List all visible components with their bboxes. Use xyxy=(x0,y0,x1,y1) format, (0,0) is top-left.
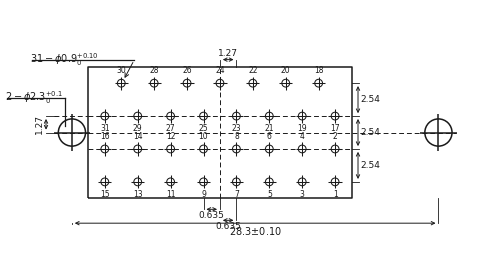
Text: 14: 14 xyxy=(133,132,142,141)
Text: 22: 22 xyxy=(248,66,258,75)
Text: 20: 20 xyxy=(281,66,290,75)
Text: 1.27: 1.27 xyxy=(218,49,238,58)
Text: 4: 4 xyxy=(300,132,304,141)
Text: 0.635: 0.635 xyxy=(199,211,224,220)
Text: 30: 30 xyxy=(116,66,126,75)
Text: 26: 26 xyxy=(182,66,192,75)
Text: $31-\phi0.9^{+0.10}_{0}$: $31-\phi0.9^{+0.10}_{0}$ xyxy=(30,51,100,68)
Text: 28: 28 xyxy=(150,66,159,75)
Text: 3: 3 xyxy=(300,190,304,199)
Text: 10: 10 xyxy=(198,132,208,141)
Text: 24: 24 xyxy=(215,66,225,75)
Text: 5: 5 xyxy=(267,190,272,199)
Text: 25: 25 xyxy=(198,124,208,133)
Text: 2.54: 2.54 xyxy=(360,95,380,104)
Text: 16: 16 xyxy=(100,132,110,141)
Text: 9: 9 xyxy=(201,190,206,199)
Text: 21: 21 xyxy=(264,124,274,133)
Text: 28.3$\pm$0.10: 28.3$\pm$0.10 xyxy=(228,225,281,237)
Text: 8: 8 xyxy=(234,132,239,141)
Text: 15: 15 xyxy=(100,190,110,199)
Text: 13: 13 xyxy=(133,190,142,199)
Text: 27: 27 xyxy=(166,124,175,133)
Text: 6: 6 xyxy=(267,132,272,141)
Text: 17: 17 xyxy=(330,124,340,133)
Text: $2-\phi2.3^{+0.1}_{0}$: $2-\phi2.3^{+0.1}_{0}$ xyxy=(4,89,62,106)
Text: 23: 23 xyxy=(232,124,241,133)
Text: 2.54: 2.54 xyxy=(360,128,380,137)
Text: 31: 31 xyxy=(100,124,110,133)
Text: 2: 2 xyxy=(332,132,338,141)
Text: 7: 7 xyxy=(234,190,239,199)
Text: 1: 1 xyxy=(332,190,338,199)
Text: 2.54: 2.54 xyxy=(360,161,380,170)
Text: 18: 18 xyxy=(314,66,324,75)
Text: 11: 11 xyxy=(166,190,175,199)
Text: 0.635: 0.635 xyxy=(215,222,241,231)
Text: 19: 19 xyxy=(298,124,307,133)
Text: 29: 29 xyxy=(133,124,142,133)
Text: 1.27: 1.27 xyxy=(35,114,44,134)
Text: 12: 12 xyxy=(166,132,175,141)
